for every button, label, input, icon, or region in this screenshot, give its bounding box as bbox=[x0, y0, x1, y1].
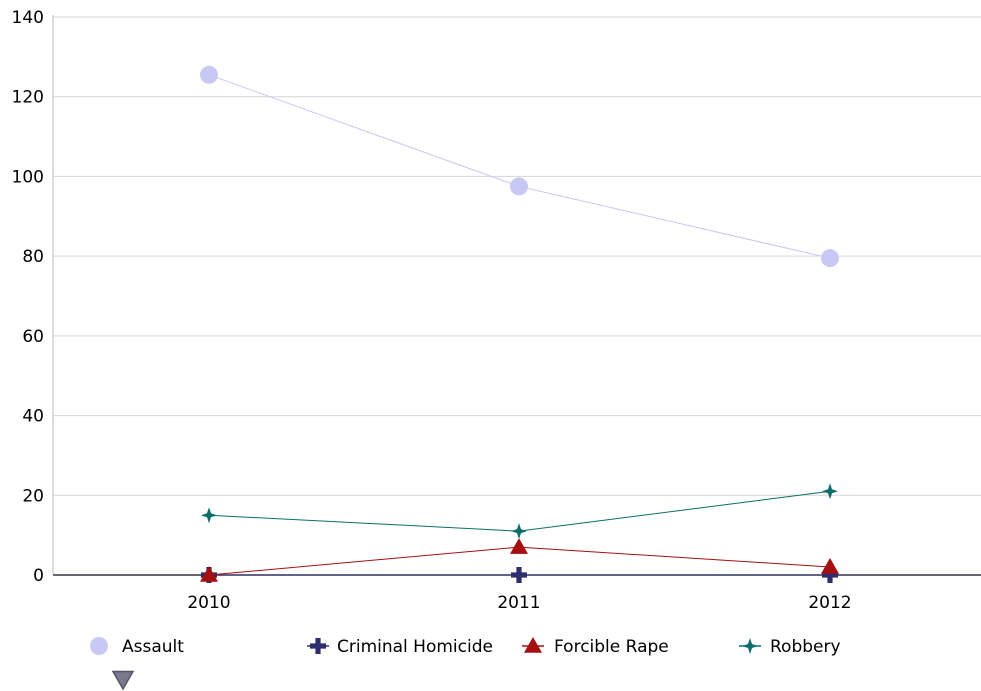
y-tick-label: 100 bbox=[12, 167, 44, 187]
series-assault bbox=[200, 65, 839, 268]
series-group bbox=[200, 65, 839, 583]
y-tick-label: 0 bbox=[33, 566, 44, 586]
x-tick-label: 2010 bbox=[187, 593, 230, 613]
series-forcible-rape bbox=[200, 538, 839, 582]
legend-label: Criminal Homicide bbox=[337, 637, 493, 657]
data-point bbox=[200, 566, 218, 582]
data-point bbox=[510, 538, 528, 554]
legend-extra-marker bbox=[111, 670, 135, 691]
legend-label: Forcible Rape bbox=[554, 637, 669, 657]
legend-marker bbox=[90, 637, 108, 655]
legend-marker bbox=[742, 638, 758, 654]
y-tick-label: 140 bbox=[12, 8, 44, 28]
x-tick-label: 2012 bbox=[808, 593, 851, 613]
y-tick-label: 60 bbox=[22, 327, 44, 347]
data-point bbox=[200, 65, 218, 84]
series-line bbox=[208, 74, 831, 259]
legend: Assault Criminal Homicide Forcible Rape Rob… bbox=[90, 637, 841, 691]
gridlines bbox=[53, 16, 981, 496]
data-point bbox=[822, 483, 838, 500]
y-tick-label: 20 bbox=[22, 486, 44, 506]
y-axis: 0 20 40 60 80 100 120 140 bbox=[12, 8, 54, 586]
data-point bbox=[821, 249, 839, 268]
data-point bbox=[822, 567, 838, 583]
legend-label: Robbery bbox=[770, 637, 841, 657]
x-tick-label: 2011 bbox=[497, 593, 540, 613]
legend-marker bbox=[310, 638, 326, 654]
legend-item-forcible-rape: Forcible Rape bbox=[522, 637, 669, 657]
series-robbery bbox=[201, 483, 838, 540]
y-tick-label: 80 bbox=[22, 247, 44, 267]
y-tick-label: 120 bbox=[12, 88, 44, 108]
y-tick-label: 40 bbox=[22, 407, 44, 427]
data-point bbox=[510, 177, 528, 196]
data-point bbox=[201, 507, 217, 524]
data-point bbox=[511, 523, 527, 540]
legend-item-assault: Assault bbox=[90, 637, 184, 657]
legend-marker bbox=[524, 637, 542, 653]
data-point bbox=[511, 567, 527, 583]
data-point bbox=[821, 558, 839, 574]
legend-item-criminal-homicide: Criminal Homicide bbox=[307, 637, 493, 657]
legend-label: Assault bbox=[122, 637, 184, 657]
legend-item-robbery: Robbery bbox=[739, 637, 841, 657]
series-criminal-homicide bbox=[201, 567, 838, 583]
